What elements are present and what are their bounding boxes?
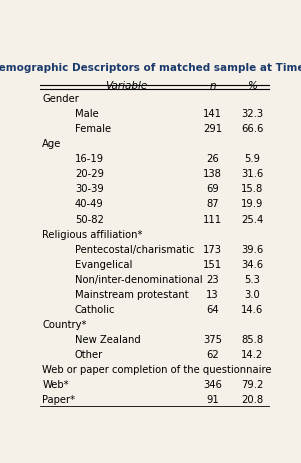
Text: 111: 111 (203, 214, 222, 225)
Text: 66.6: 66.6 (241, 124, 263, 134)
Text: 23: 23 (206, 275, 219, 285)
Text: 5.3: 5.3 (244, 275, 260, 285)
Text: 40-49: 40-49 (75, 200, 104, 209)
Text: 87: 87 (206, 200, 219, 209)
Text: 85.8: 85.8 (241, 335, 263, 345)
Text: 62: 62 (206, 350, 219, 360)
Text: 16-19: 16-19 (75, 154, 104, 164)
Text: 375: 375 (203, 335, 222, 345)
Text: 13: 13 (206, 290, 219, 300)
Text: Pentecostal/charismatic: Pentecostal/charismatic (75, 244, 194, 255)
Text: Non/inter-denominational: Non/inter-denominational (75, 275, 203, 285)
Text: Web*: Web* (42, 380, 69, 390)
Text: Age: Age (42, 139, 62, 149)
Text: 19.9: 19.9 (241, 200, 263, 209)
Text: 5.9: 5.9 (244, 154, 260, 164)
Text: 26: 26 (206, 154, 219, 164)
Text: 32.3: 32.3 (241, 109, 263, 119)
Text: %: % (247, 81, 257, 90)
Text: 3.0: 3.0 (244, 290, 260, 300)
Text: Female: Female (75, 124, 111, 134)
Text: 31.6: 31.6 (241, 169, 263, 179)
Text: 173: 173 (203, 244, 222, 255)
Text: Gender: Gender (42, 94, 79, 104)
Text: 79.2: 79.2 (241, 380, 263, 390)
Text: Variable: Variable (105, 81, 147, 90)
Text: 20-29: 20-29 (75, 169, 104, 179)
Text: 69: 69 (206, 184, 219, 194)
Text: 14.6: 14.6 (241, 305, 263, 315)
Text: 141: 141 (203, 109, 222, 119)
Text: Evangelical: Evangelical (75, 260, 132, 269)
Text: 20.8: 20.8 (241, 395, 263, 405)
Text: 138: 138 (203, 169, 222, 179)
Text: Religious affiliation*: Religious affiliation* (42, 230, 143, 239)
Text: Male: Male (75, 109, 99, 119)
Text: Demographic Descriptors of matched sample at Time 2.: Demographic Descriptors of matched sampl… (0, 63, 301, 74)
Text: Other: Other (75, 350, 103, 360)
Text: Web or paper completion of the questionnaire: Web or paper completion of the questionn… (42, 365, 272, 375)
Text: New Zealand: New Zealand (75, 335, 141, 345)
Text: 64: 64 (206, 305, 219, 315)
Text: 34.6: 34.6 (241, 260, 263, 269)
Text: 14.2: 14.2 (241, 350, 263, 360)
Text: 50-82: 50-82 (75, 214, 104, 225)
Text: 91: 91 (206, 395, 219, 405)
Text: 346: 346 (203, 380, 222, 390)
Text: 25.4: 25.4 (241, 214, 263, 225)
Text: 291: 291 (203, 124, 222, 134)
Text: 15.8: 15.8 (241, 184, 263, 194)
Text: Paper*: Paper* (42, 395, 76, 405)
Text: n: n (209, 81, 216, 90)
Text: Mainstream protestant: Mainstream protestant (75, 290, 188, 300)
Text: 30-39: 30-39 (75, 184, 104, 194)
Text: Catholic: Catholic (75, 305, 116, 315)
Text: Country*: Country* (42, 320, 87, 330)
Text: 39.6: 39.6 (241, 244, 263, 255)
Text: 151: 151 (203, 260, 222, 269)
